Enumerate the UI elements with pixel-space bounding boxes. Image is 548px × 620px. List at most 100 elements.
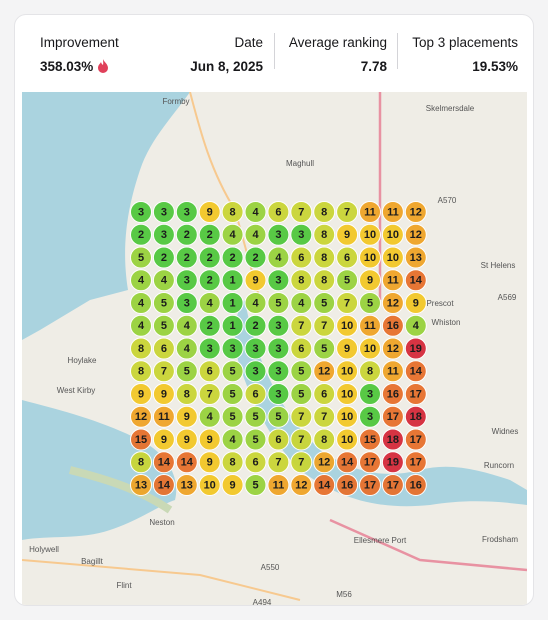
rank-marker: [175, 201, 198, 223]
rank-marker: [130, 223, 152, 246]
map-label: Skelmersdale: [426, 104, 475, 113]
rank-number: 1: [230, 320, 236, 332]
rank-marker: [290, 201, 313, 223]
rank-number: 5: [252, 434, 258, 446]
rank-marker: [244, 314, 267, 337]
stats-bar: Improvement 358.03% Date Jun 8, 2025 Ave…: [15, 15, 533, 93]
rank-number: 17: [410, 434, 422, 446]
rank-number: 3: [367, 411, 373, 423]
rank-number: 4: [138, 320, 145, 332]
rank-marker: [404, 451, 427, 474]
rank-marker: [267, 246, 290, 269]
rank-number: 9: [344, 343, 350, 355]
rank-marker: [313, 428, 336, 451]
rank-marker: [221, 292, 244, 314]
rank-marker: [404, 428, 427, 451]
rank-number: 5: [230, 366, 236, 378]
rank-marker: [198, 223, 221, 246]
rank-number: 4: [138, 297, 145, 309]
rank-number: 3: [184, 206, 190, 218]
rank-number: 1: [230, 275, 236, 287]
rank-number: 10: [341, 434, 353, 446]
rank-marker: [290, 383, 313, 405]
rank-marker: [290, 405, 313, 428]
stat-value-text: 358.03%: [40, 59, 94, 74]
rank-number: 16: [341, 479, 353, 491]
rank-number: 10: [387, 229, 399, 241]
rank-number: 3: [252, 366, 258, 378]
dee-estuary: [22, 400, 177, 540]
rank-number: 6: [207, 366, 213, 378]
rank-marker: [313, 451, 336, 474]
rank-number: 12: [387, 297, 399, 309]
rank-marker: [267, 474, 290, 496]
rank-marker: [198, 474, 221, 496]
rank-marker: [404, 292, 427, 314]
rank-number: 5: [275, 411, 281, 423]
rank-marker: [313, 383, 336, 405]
rank-number: 4: [184, 343, 191, 355]
rank-marker: [313, 314, 336, 337]
rank-number: 9: [161, 434, 167, 446]
rank-number: 9: [413, 297, 419, 309]
rank-marker: [152, 337, 175, 360]
rank-marker: [267, 223, 290, 246]
rank-marker: [152, 201, 175, 223]
stat-value: Jun 8, 2025: [190, 59, 263, 74]
rank-marker: [198, 360, 221, 383]
rank-marker: [359, 201, 381, 223]
rank-number: 5: [230, 388, 236, 400]
rank-marker: [221, 383, 244, 405]
rank-number: 12: [410, 229, 422, 241]
rank-marker: [198, 314, 221, 337]
rank-number: 9: [161, 388, 167, 400]
rank-marker: [198, 201, 221, 223]
rank-number: 8: [230, 206, 236, 218]
rank-number: 16: [410, 479, 422, 491]
rank-marker: [244, 223, 267, 246]
rank-marker: [152, 474, 175, 496]
map-label: Neston: [149, 518, 174, 527]
rank-marker: [221, 201, 244, 223]
rank-marker: [313, 405, 336, 428]
rank-number: 7: [321, 411, 327, 423]
rank-number: 11: [387, 366, 399, 378]
rank-marker: [290, 292, 313, 314]
rank-number: 11: [273, 479, 285, 491]
map-label: Runcorn: [484, 461, 514, 470]
rank-marker: [313, 269, 336, 292]
rank-marker: [244, 201, 267, 223]
rank-marker: [244, 246, 267, 269]
rank-number: 2: [252, 320, 258, 332]
rank-marker: [221, 269, 244, 292]
map-label: Frodsham: [482, 535, 518, 544]
rank-number: 6: [275, 434, 281, 446]
rank-marker: [221, 451, 244, 474]
rank-marker: [381, 428, 404, 451]
rank-marker: [267, 201, 290, 223]
rank-marker: [290, 428, 313, 451]
rank-number: 2: [230, 252, 236, 264]
rank-number: 17: [387, 479, 399, 491]
rank-number: 3: [275, 275, 281, 287]
rank-number: 4: [207, 297, 214, 309]
rank-marker: [313, 292, 336, 314]
rank-marker: [244, 474, 267, 496]
map-label: Maghull: [286, 159, 314, 168]
rank-marker: [175, 223, 198, 246]
stat-label: Top 3 placements: [412, 35, 518, 50]
rank-number: 5: [161, 297, 167, 309]
stat: Top 3 placements 19.53%: [412, 35, 518, 74]
rank-number: 14: [181, 457, 194, 469]
rank-number: 7: [161, 366, 167, 378]
rank-number: 9: [184, 434, 190, 446]
map-label: A569: [498, 293, 517, 302]
rank-marker: [336, 428, 359, 451]
rank-marker: [404, 314, 427, 337]
rank-marker: [175, 337, 198, 360]
rank-marker: [130, 405, 152, 428]
rank-number: 14: [341, 457, 354, 469]
rank-marker: [175, 360, 198, 383]
rank-number: 9: [344, 229, 350, 241]
rank-number: 14: [158, 479, 171, 491]
